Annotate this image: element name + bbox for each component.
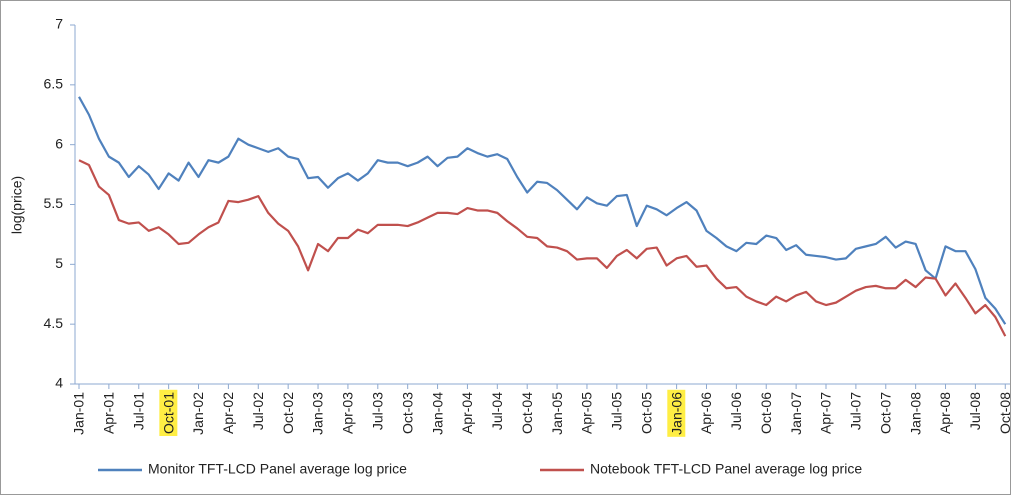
x-tick-group: Oct-03 bbox=[399, 392, 415, 434]
x-tick-label: Jan-08 bbox=[907, 392, 923, 435]
x-tick-label: Oct-04 bbox=[519, 392, 535, 434]
x-tick-group: Jan-05 bbox=[549, 392, 565, 435]
x-tick-group: Jan-02 bbox=[190, 392, 206, 435]
x-tick-group: Jan-07 bbox=[788, 392, 804, 435]
series-line bbox=[78, 96, 1007, 325]
x-tick-label: Jan-06 bbox=[668, 392, 684, 435]
x-tick-group: Apr-06 bbox=[698, 392, 714, 434]
x-tick-group: Oct-04 bbox=[519, 392, 535, 434]
x-tick-group: Jan-01 bbox=[71, 392, 87, 435]
x-tick-label: Jul-05 bbox=[609, 392, 625, 430]
x-tick-label: Apr-02 bbox=[220, 392, 236, 434]
x-tick-label: Oct-06 bbox=[758, 392, 774, 434]
x-tick-label: Oct-02 bbox=[280, 392, 296, 434]
x-tick-group: Jul-06 bbox=[728, 392, 744, 430]
x-tick-group: Oct-06 bbox=[758, 392, 774, 434]
x-tick-label: Jul-03 bbox=[370, 392, 386, 430]
legend-label: Monitor TFT-LCD Panel average log price bbox=[148, 461, 407, 477]
x-tick-label: Jan-04 bbox=[429, 392, 445, 435]
x-tick-label: Oct-05 bbox=[638, 392, 654, 434]
x-tick-group: Jul-04 bbox=[489, 392, 505, 430]
x-tick-label: Oct-01 bbox=[160, 392, 176, 434]
x-tick-label: Jul-08 bbox=[967, 392, 983, 430]
label-highlight bbox=[159, 389, 178, 437]
x-tick-label: Jan-05 bbox=[549, 392, 565, 435]
y-tick-label: 6.5 bbox=[44, 76, 64, 92]
x-tick-label: Jul-07 bbox=[848, 392, 864, 430]
x-tick-label: Apr-06 bbox=[698, 392, 714, 434]
series-line bbox=[78, 159, 1007, 337]
x-tick-group: Apr-08 bbox=[937, 392, 953, 434]
x-tick-group: Apr-01 bbox=[101, 392, 117, 434]
x-tick-label: Jul-06 bbox=[728, 392, 744, 430]
x-tick-label: Jan-01 bbox=[71, 392, 87, 435]
x-tick-group: Apr-04 bbox=[459, 392, 475, 434]
x-tick-group: Jan-06 bbox=[667, 389, 686, 437]
x-tick-group: Apr-05 bbox=[579, 392, 595, 434]
y-tick-label: 7 bbox=[55, 16, 63, 32]
x-tick-label: Apr-04 bbox=[459, 392, 475, 434]
x-tick-label: Jul-02 bbox=[250, 392, 266, 430]
y-axis-label: log(price) bbox=[9, 176, 25, 234]
y-tick-label: 5.5 bbox=[44, 195, 64, 211]
x-tick-group: Jul-03 bbox=[370, 392, 386, 430]
x-tick-label: Jul-04 bbox=[489, 392, 505, 430]
x-tick-label: Jan-02 bbox=[190, 392, 206, 435]
x-tick-group: Jan-04 bbox=[429, 392, 445, 435]
x-tick-group: Jul-05 bbox=[609, 392, 625, 430]
x-tick-group: Oct-07 bbox=[877, 392, 893, 434]
x-tick-group: Apr-02 bbox=[220, 392, 236, 434]
y-tick-label: 4.5 bbox=[44, 315, 64, 331]
x-tick-group: Jul-08 bbox=[967, 392, 983, 430]
x-tick-label: Apr-03 bbox=[340, 392, 356, 434]
label-highlight bbox=[667, 389, 686, 437]
x-tick-group: Oct-01 bbox=[159, 389, 178, 437]
x-tick-group: Jan-08 bbox=[907, 392, 923, 435]
x-tick-group: Jul-01 bbox=[130, 392, 146, 430]
x-tick-group: Oct-02 bbox=[280, 392, 296, 434]
x-tick-label: Apr-01 bbox=[101, 392, 117, 434]
x-tick-group: Jul-02 bbox=[250, 392, 266, 430]
x-tick-label: Jan-03 bbox=[310, 392, 326, 435]
x-tick-label: Apr-08 bbox=[937, 392, 953, 434]
y-tick-label: 5 bbox=[55, 255, 63, 271]
x-tick-group: Oct-08 bbox=[997, 392, 1011, 434]
x-tick-group: Jan-03 bbox=[310, 392, 326, 435]
x-tick-label: Oct-03 bbox=[399, 392, 415, 434]
y-tick-label: 6 bbox=[55, 135, 63, 151]
x-tick-label: Oct-07 bbox=[877, 392, 893, 434]
x-tick-label: Apr-05 bbox=[579, 392, 595, 434]
x-tick-group: Apr-07 bbox=[818, 392, 834, 434]
x-tick-label: Jan-07 bbox=[788, 392, 804, 435]
y-tick-label: 4 bbox=[55, 375, 63, 391]
x-tick-label: Oct-08 bbox=[997, 392, 1011, 434]
x-tick-group: Apr-03 bbox=[340, 392, 356, 434]
legend-label: Notebook TFT-LCD Panel average log price bbox=[590, 461, 862, 477]
x-tick-label: Apr-07 bbox=[818, 392, 834, 434]
x-tick-group: Jul-07 bbox=[848, 392, 864, 430]
x-tick-label: Jul-01 bbox=[130, 392, 146, 430]
x-tick-group: Oct-05 bbox=[638, 392, 654, 434]
